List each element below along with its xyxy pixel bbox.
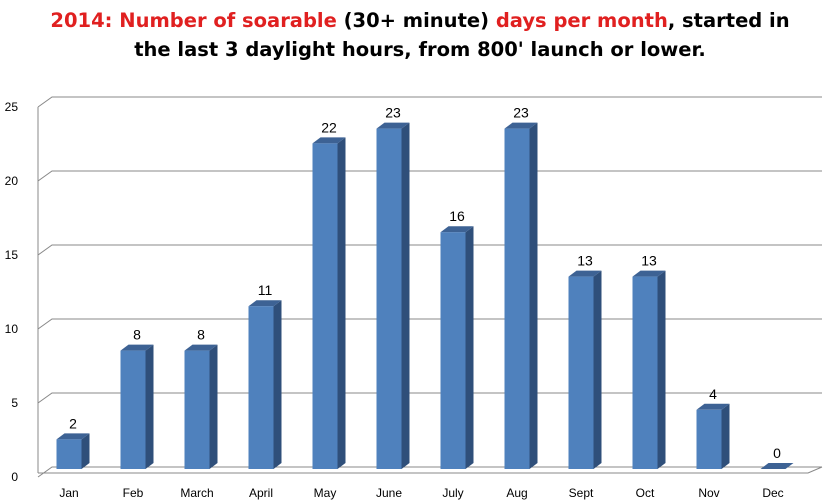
bar-top-face — [312, 137, 346, 144]
x-tick-label: Sept — [569, 486, 594, 500]
bar-side-face — [529, 122, 538, 469]
bar-side-face — [209, 344, 218, 469]
data-label: 23 — [385, 105, 401, 121]
data-label: 22 — [321, 119, 337, 135]
chart-title-segment: 2014: Number of soarable — [50, 9, 344, 32]
data-label: 13 — [641, 253, 657, 269]
bar-top-face — [248, 300, 282, 307]
y-tick-label: 0 — [11, 470, 18, 484]
chart-title-segment: the last 3 daylight hours, from 800' lau… — [134, 38, 706, 61]
gridline — [37, 392, 822, 404]
bar-side-face — [337, 137, 346, 469]
y-tick-label: 10 — [5, 322, 19, 336]
bar — [696, 409, 722, 469]
gridline — [37, 96, 822, 108]
x-tick-label: Feb — [123, 486, 144, 500]
x-tick-label: April — [249, 486, 273, 500]
data-label: 11 — [258, 282, 273, 298]
bar — [632, 276, 658, 469]
chart-title: 2014: Number of soarable (30+ minute) da… — [0, 6, 840, 64]
bar — [376, 128, 402, 469]
data-label: 23 — [513, 105, 529, 121]
x-tick-label: July — [442, 486, 463, 500]
bar-top-face — [120, 344, 154, 351]
data-label: 8 — [133, 327, 141, 343]
bar — [504, 128, 530, 469]
x-tick-label: Nov — [698, 486, 719, 500]
bar-top-face — [568, 270, 602, 277]
bar-side-face — [593, 270, 602, 469]
bar-top-face — [376, 122, 410, 129]
gridline — [37, 318, 822, 330]
bar — [184, 350, 210, 469]
bar-top-face — [696, 403, 730, 410]
chart-title-segment: days per month — [495, 9, 668, 32]
gridline — [37, 466, 822, 478]
chart-title-line: 2014: Number of soarable (30+ minute) da… — [0, 6, 840, 35]
bar — [440, 232, 466, 469]
bar-side-face — [721, 403, 730, 469]
bar-side-face — [273, 300, 282, 469]
x-tick-label: Oct — [636, 486, 655, 500]
chart-title-segment: , started in — [667, 9, 790, 32]
y-tick-label: 20 — [5, 174, 19, 188]
bar-top-face — [440, 226, 474, 233]
y-tick-label: 5 — [11, 396, 18, 410]
bar-side-face — [465, 226, 474, 469]
bar-top-face — [760, 463, 794, 469]
bar-top-face — [184, 344, 218, 351]
bar — [568, 276, 594, 469]
x-tick-label: Dec — [762, 486, 783, 500]
bar-top-face — [56, 433, 90, 440]
x-tick-label: June — [376, 486, 402, 500]
x-axis-line — [38, 466, 823, 474]
bar — [248, 306, 274, 469]
x-tick-label: Aug — [506, 486, 527, 500]
x-tick-label: Jan — [59, 486, 78, 500]
gridline — [37, 244, 822, 256]
chart-title-segment: (30+ minute) — [343, 9, 496, 32]
data-label: 16 — [449, 208, 465, 224]
data-label: 2 — [69, 415, 77, 431]
gridline — [37, 170, 822, 182]
data-label: 13 — [577, 253, 593, 269]
data-label: 8 — [197, 327, 205, 343]
bar-side-face — [401, 122, 410, 469]
bar-top-face — [632, 270, 666, 277]
y-tick-label: 15 — [5, 248, 19, 262]
x-tick-label: March — [180, 486, 213, 500]
data-label: 4 — [709, 386, 717, 402]
chart-title-line: the last 3 daylight hours, from 800' lau… — [0, 35, 840, 64]
bar-side-face — [657, 270, 666, 469]
data-label: 0 — [773, 445, 781, 461]
bar — [312, 143, 338, 469]
bar-side-face — [145, 344, 154, 469]
x-tick-label: May — [314, 486, 337, 500]
bar — [120, 350, 146, 469]
bar — [56, 439, 82, 469]
y-tick-label: 25 — [5, 100, 19, 114]
bar-top-face — [504, 122, 538, 129]
bar-side-face — [81, 433, 90, 469]
